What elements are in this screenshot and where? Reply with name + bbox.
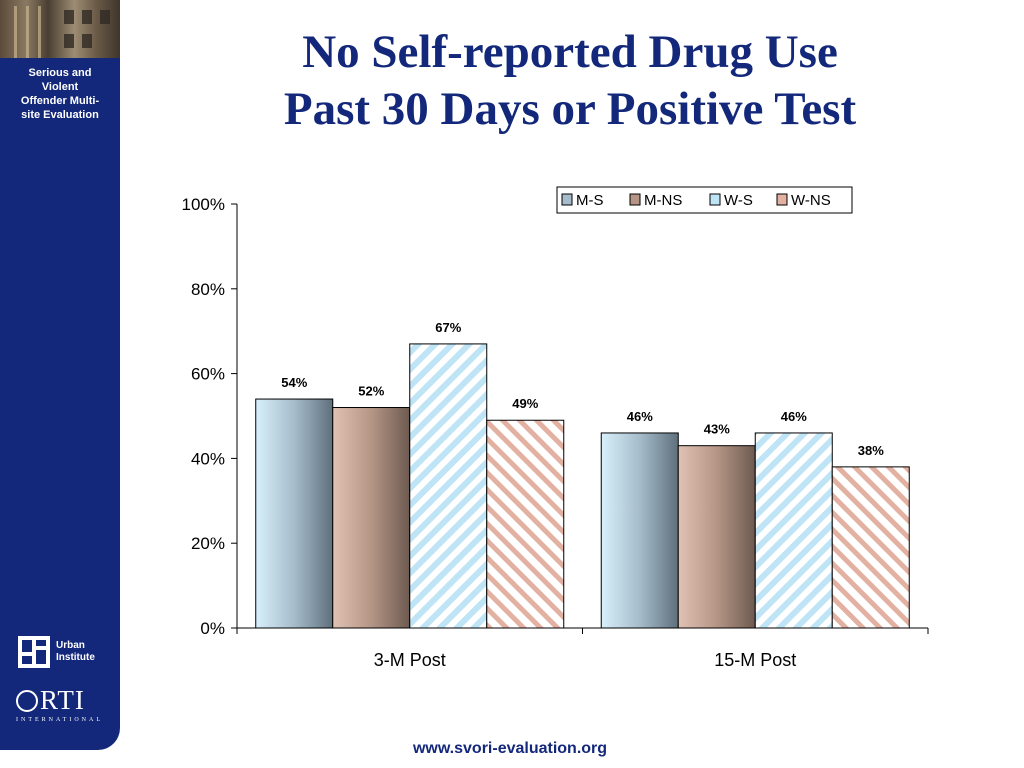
data-label: 43% <box>704 422 730 437</box>
legend-swatch-m-ns <box>629 193 641 206</box>
legend-swatch-w-ns <box>776 193 788 206</box>
data-label: 46% <box>627 409 653 424</box>
legend-swatch-m-s <box>561 193 573 206</box>
bar-m-s-2 <box>600 432 679 629</box>
header-photo <box>0 0 120 58</box>
sidebar: Serious and Violent Offender Multi- site… <box>0 0 120 750</box>
data-label: 49% <box>512 396 538 411</box>
y-tick-label: 80% <box>191 280 225 299</box>
legend-label-m-ns: M-NS <box>644 192 682 209</box>
data-label: 38% <box>858 443 884 458</box>
data-label: 46% <box>781 409 807 424</box>
slide-title: No Self-reported Drug Use Past 30 Days o… <box>283 26 857 135</box>
bar-w-s-2 <box>754 432 833 629</box>
legend-box <box>556 186 853 214</box>
y-tick-label: 20% <box>191 534 225 553</box>
y-tick-label: 60% <box>191 365 225 384</box>
y-tick-label: 100% <box>182 195 225 214</box>
y-tick-label: 0% <box>200 619 225 638</box>
rti-logo: RTI <box>40 685 85 715</box>
bar-w-s-1 <box>409 343 488 629</box>
bar-w-ns-2 <box>831 466 910 629</box>
x-category-label: 3-M Post <box>374 650 446 670</box>
program-name: Serious and Violent Offender Multi- site… <box>20 67 100 121</box>
bar-m-ns-2 <box>677 445 756 629</box>
bar-m-s-1 <box>255 398 334 629</box>
bar-chart: 100% 80% 60% 40% 20% 0% 54% 52% 67% 49% 3-M Post 46… <box>182 186 929 670</box>
bar-m-ns-1 <box>332 407 411 629</box>
legend-label-w-ns: W-NS <box>791 192 831 209</box>
data-label: 52% <box>358 384 384 399</box>
rti-logo-subtitle: INTERNATIONAL <box>16 717 103 723</box>
chart-legend: M-S M-NS W-S W-NS <box>556 186 853 214</box>
legend-label-m-s: M-S <box>576 192 604 209</box>
legend-label-w-s: W-S <box>724 192 753 209</box>
rti-globe-icon <box>16 690 38 712</box>
data-label: 67% <box>435 320 461 335</box>
data-label: 54% <box>281 375 307 390</box>
footer-url[interactable]: www.svori-evaluation.org <box>412 740 608 757</box>
x-category-label: 15-M Post <box>714 650 796 670</box>
y-tick-label: 40% <box>191 449 225 468</box>
urban-institute-label: Urban Institute <box>56 640 95 663</box>
legend-swatch-w-s <box>709 193 721 206</box>
urban-institute-logo-icon <box>18 636 50 668</box>
bar-w-ns-1 <box>486 419 565 629</box>
